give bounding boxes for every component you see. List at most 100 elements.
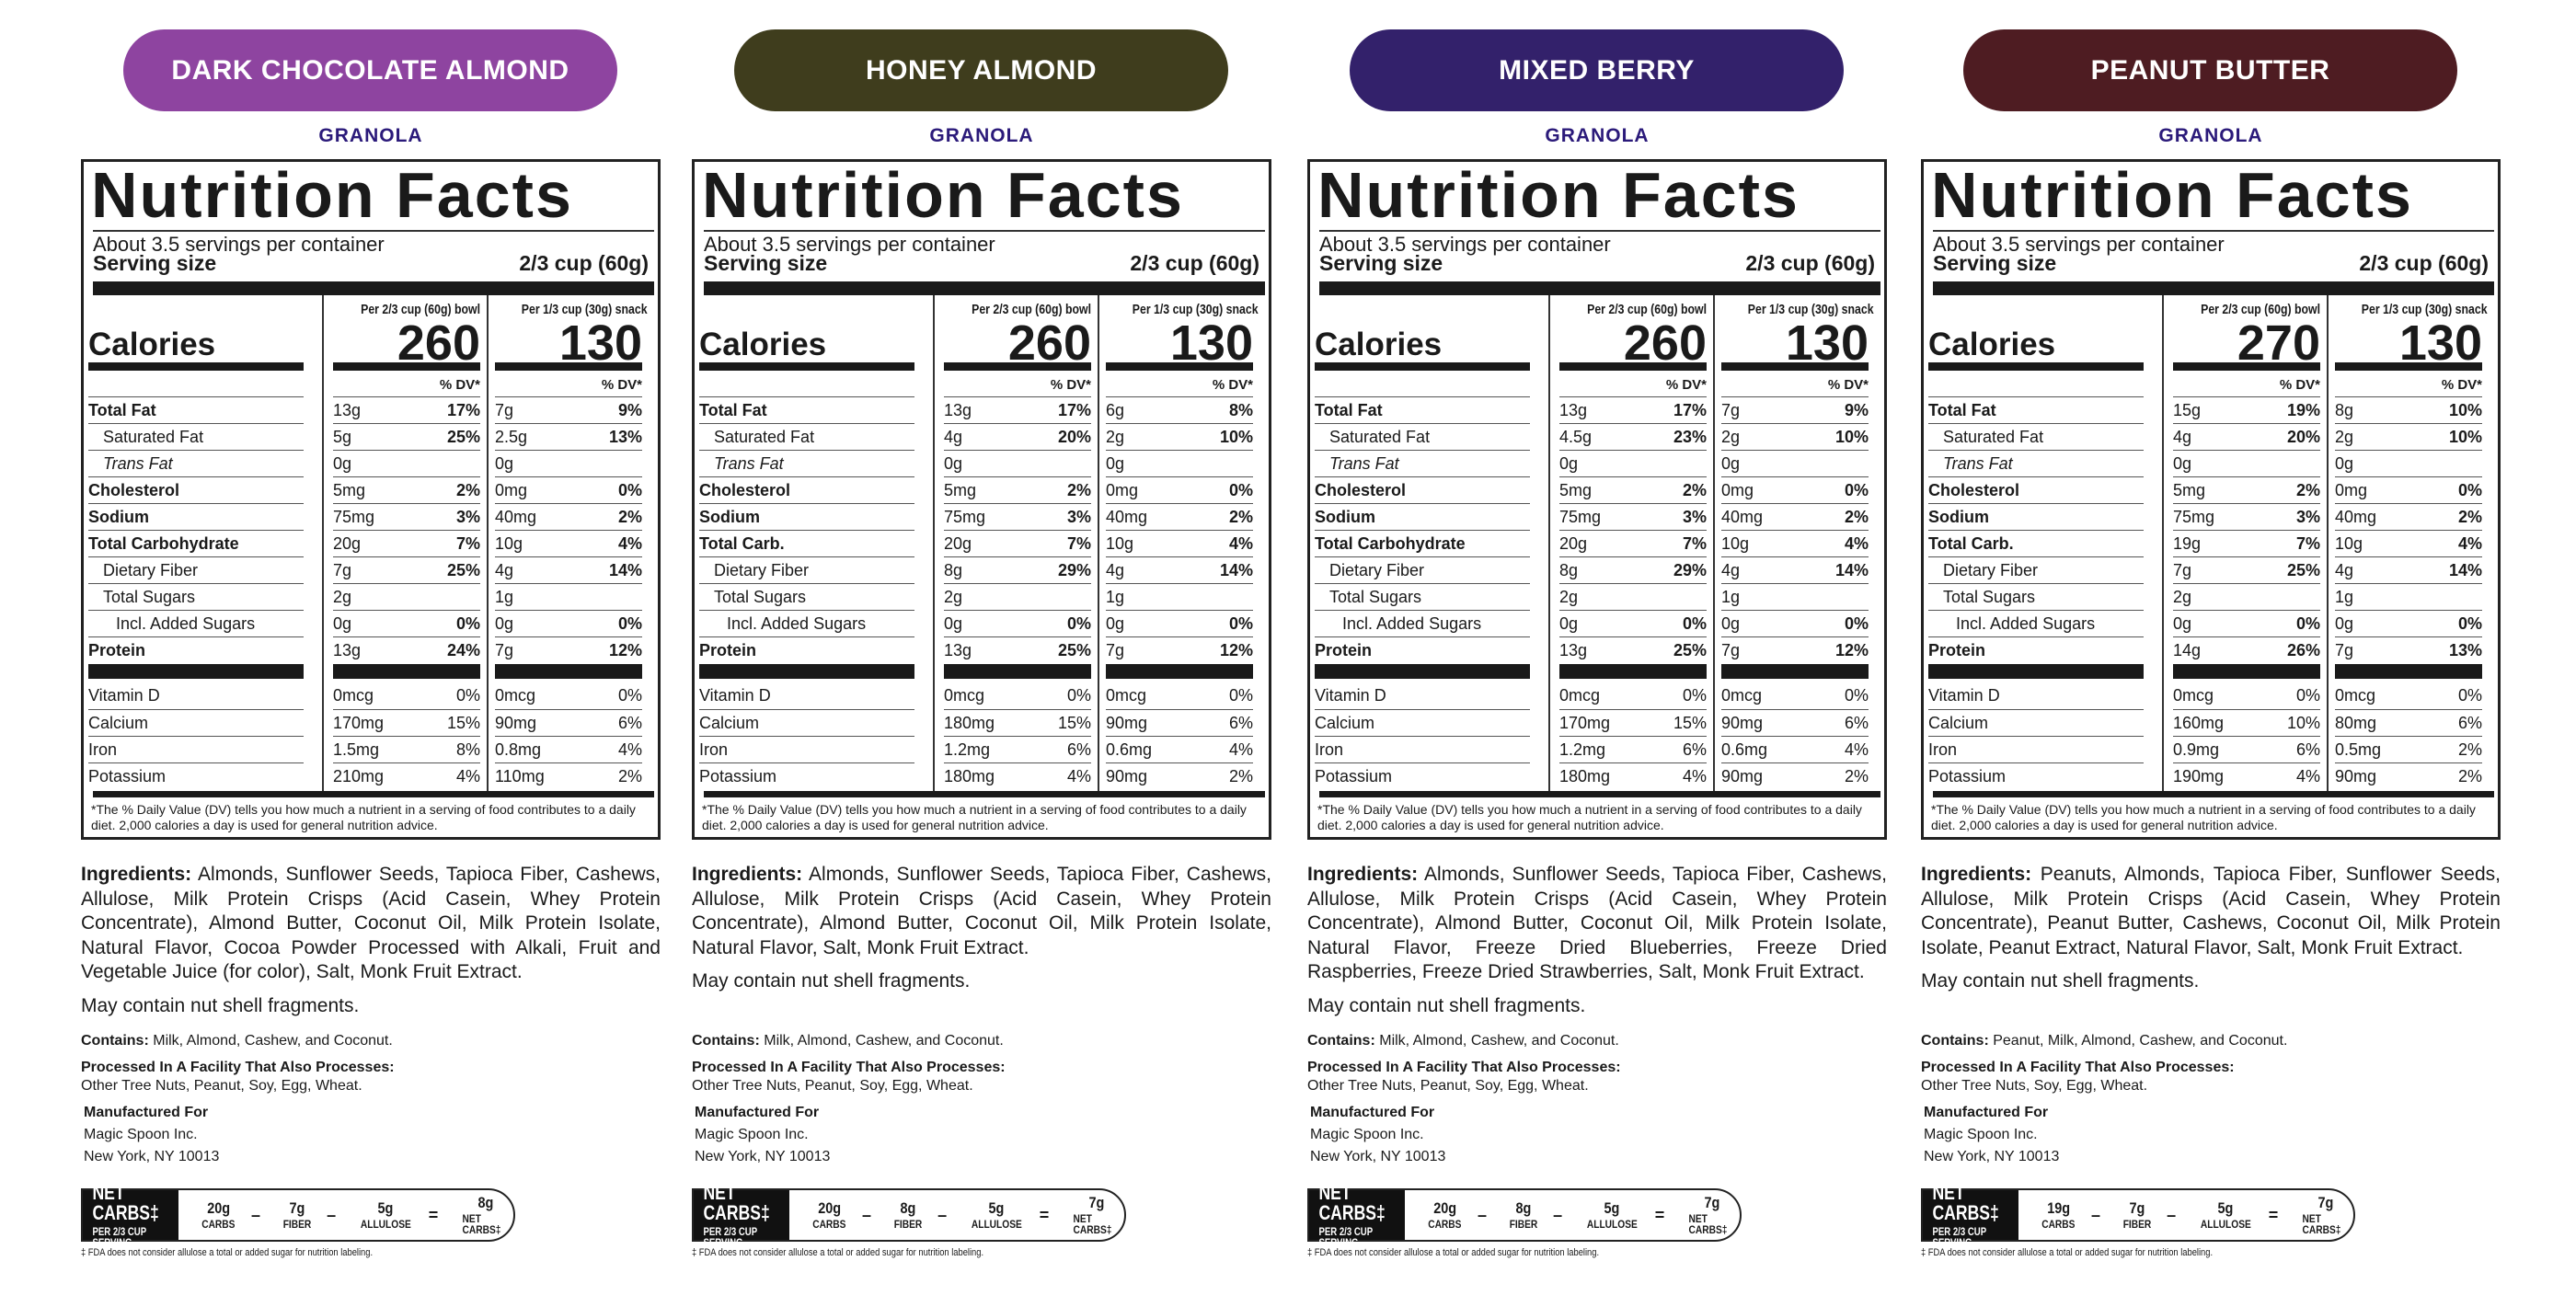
nutrient-row-label: Total Sugars bbox=[1928, 583, 2144, 610]
label: FIBER bbox=[893, 1218, 923, 1231]
amount: 40mg bbox=[1106, 508, 1148, 526]
nutrition-facts-title: Nutrition Facts bbox=[702, 159, 1184, 231]
percent-dv: 2% bbox=[1228, 767, 1253, 785]
thick-rule bbox=[1106, 362, 1253, 371]
percent-dv: 6% bbox=[617, 714, 642, 732]
product-panel: DARK CHOCOLATE ALMOND GRANOLA Nutrition Fa… bbox=[81, 0, 661, 1307]
net-carbs-fiber: 7g FIBER bbox=[2121, 1200, 2154, 1230]
amount: 40mg bbox=[2335, 508, 2377, 526]
nutrient-row-snack: 0.5mg 2% bbox=[2335, 736, 2482, 762]
amount: 2g bbox=[1721, 428, 1741, 446]
manufacturer-name: Magic Spoon Inc. bbox=[84, 1127, 198, 1142]
nutrient-row-bowl: 7g 25% bbox=[2173, 556, 2320, 583]
nutrient-row-snack: 0.6mg 4% bbox=[1721, 736, 1869, 762]
percent-dv: 17% bbox=[1057, 401, 1091, 419]
amount: 160mg bbox=[2173, 714, 2225, 732]
nutrient-row-label: Iron bbox=[1315, 736, 1530, 762]
percent-dv: 0% bbox=[1228, 686, 1253, 705]
nutrient-row-snack: 80mg 6% bbox=[2335, 709, 2482, 736]
amount: 0g bbox=[495, 454, 514, 473]
percent-dv: 2% bbox=[1066, 481, 1091, 499]
thick-rule bbox=[1721, 362, 1869, 371]
percent-dv: 14% bbox=[608, 561, 642, 579]
nutrient-row-bowl: 20g 7% bbox=[944, 530, 1091, 556]
net-carbs-title-block: NET CARBS‡ PER 2/3 CUP SERVING bbox=[1309, 1182, 1406, 1248]
allergen-block: Contains: Milk, Almond, Cashew, and Coco… bbox=[81, 1032, 661, 1175]
amount: 0g bbox=[2173, 614, 2192, 633]
nutrient-row-bowl: 75mg 3% bbox=[944, 503, 1091, 530]
divider bbox=[1319, 230, 1880, 232]
nutrient-row-snack: 1g bbox=[2335, 583, 2482, 610]
thick-bar bbox=[2173, 664, 2320, 679]
nutrient-row-label: Total Carb. bbox=[699, 530, 914, 556]
net-carbs-net: 7g NET CARBS‡ bbox=[1069, 1195, 1124, 1235]
net-carbs-title: NET CARBS‡ bbox=[1318, 1180, 1386, 1224]
nutrient-row-label: Trans Fat bbox=[1928, 450, 2144, 476]
serving-size-label: Serving size bbox=[93, 251, 217, 275]
amount: 0mg bbox=[2335, 481, 2368, 499]
percent-dv: 2% bbox=[1844, 767, 1869, 785]
thick-rule bbox=[2335, 362, 2482, 371]
net-carbs-title-block: NET CARBS‡ PER 2/3 CUP SERVING bbox=[1923, 1182, 2019, 1248]
thick-bar bbox=[944, 664, 1091, 679]
nutrient-row-bowl: 20g 7% bbox=[1559, 530, 1707, 556]
nutrition-facts-label: Nutrition Facts About 3.5 servings per co… bbox=[81, 159, 661, 840]
amount: 0mg bbox=[1721, 481, 1754, 499]
amount: 0g bbox=[333, 614, 352, 633]
percent-dv: 2% bbox=[617, 767, 642, 785]
amount: 13g bbox=[944, 641, 972, 659]
thick-rule bbox=[1315, 362, 1530, 371]
divider bbox=[1933, 230, 2494, 232]
amount: 0.9mg bbox=[2173, 740, 2220, 759]
amount: 7g bbox=[495, 401, 514, 419]
label: CARBS bbox=[201, 1218, 236, 1231]
nutrient-row-bowl: 0mcg 0% bbox=[333, 682, 480, 709]
amount: 0mcg bbox=[1721, 686, 1763, 705]
net-carbs-fiber: 8g FIBER bbox=[891, 1200, 925, 1230]
thick-rule bbox=[1928, 362, 2144, 371]
nutrient-row-label: Total Fat bbox=[1315, 396, 1530, 423]
amount: 1.2mg bbox=[1559, 740, 1606, 759]
nutrient-row-label: Vitamin D bbox=[1315, 686, 1386, 705]
column-divider bbox=[2327, 295, 2329, 792]
net-carbs-carbs: 20g CARBS bbox=[1425, 1200, 1465, 1230]
ingredients-label: Ingredients: bbox=[81, 864, 192, 885]
facility-text: Other Tree Nuts, Peanut, Soy, Egg, Wheat… bbox=[692, 1078, 973, 1094]
nutrient-row-bowl: 20g 7% bbox=[333, 530, 480, 556]
nutrient-row-snack: 0g bbox=[1721, 450, 1869, 476]
nutrient-row-label: Potassium bbox=[1928, 762, 2144, 789]
nutrient-row-snack: 40mg 2% bbox=[1721, 503, 1869, 530]
label: FIBER bbox=[1509, 1218, 1538, 1231]
manufactured-label: Manufactured For bbox=[695, 1105, 820, 1120]
percent-dv: 0% bbox=[617, 614, 642, 633]
calories-bowl: 260 bbox=[1623, 315, 1707, 371]
amount: 13g bbox=[333, 401, 362, 419]
percent-dv: 9% bbox=[1844, 401, 1869, 419]
percent-dv: 25% bbox=[1673, 641, 1707, 659]
nutrient-row-label: Cholesterol bbox=[1928, 476, 2144, 503]
amount: 0g bbox=[2335, 454, 2354, 473]
facility-line: Processed In A Facility That Also Proces… bbox=[1921, 1059, 2501, 1095]
percent-dv: 0% bbox=[1066, 686, 1091, 705]
amount: 6g bbox=[1106, 401, 1125, 419]
operator: – bbox=[251, 1205, 261, 1224]
percent-dv: 12% bbox=[608, 641, 642, 659]
amount: 0mcg bbox=[2173, 686, 2214, 705]
nutrient-row-snack: 0g bbox=[1106, 450, 1253, 476]
amount: 80mg bbox=[2335, 714, 2377, 732]
servings-per-container: About 3.5 servings per container bbox=[1933, 233, 2225, 256]
amount: 75mg bbox=[1559, 508, 1602, 526]
allergen-block: Contains: Peanut, Milk, Almond, Cashew, … bbox=[1921, 1032, 2501, 1175]
manufacturer-line: Manufactured For Magic Spoon Inc. New York… bbox=[1307, 1104, 1887, 1166]
product-panel: MIXED BERRY GRANOLA Nutrition Facts About 3… bbox=[1307, 0, 1887, 1307]
operator: – bbox=[937, 1205, 948, 1224]
thick-divider bbox=[704, 281, 1265, 295]
percent-dv: 20% bbox=[1057, 428, 1091, 446]
nutrient-row-snack: 0g 0% bbox=[2335, 610, 2482, 636]
dv-header: % DV* bbox=[1050, 377, 1091, 393]
amount: 20g bbox=[944, 534, 972, 553]
nutrient-row-snack: 0mcg 0% bbox=[1106, 682, 1253, 709]
thick-bar bbox=[1315, 664, 1530, 679]
net-carbs-subtitle: PER 2/3 CUP SERVING bbox=[92, 1224, 146, 1249]
contains-label: Contains: bbox=[1307, 1033, 1375, 1049]
